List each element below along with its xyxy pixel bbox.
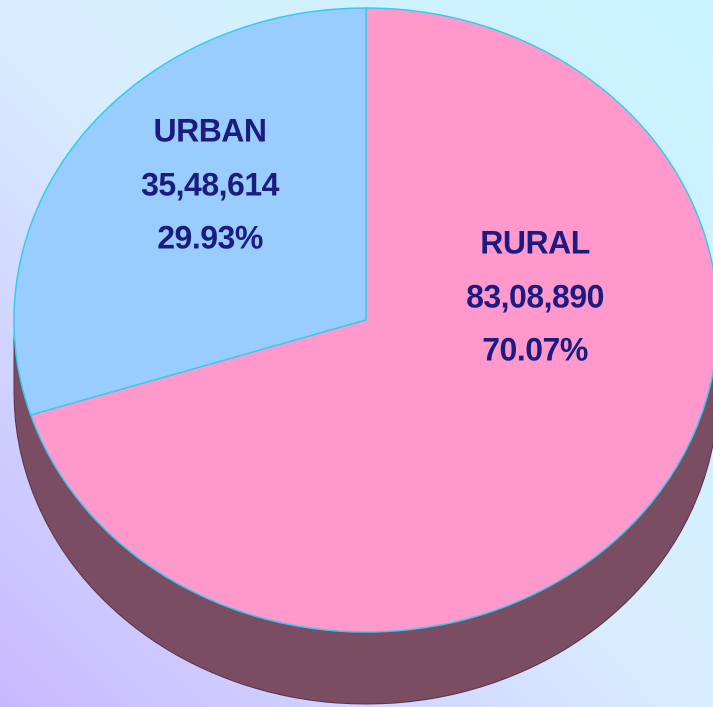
slice-percent: 29.93% bbox=[157, 219, 263, 255]
pie-slice bbox=[29, 7, 713, 633]
slice-value: 35,48,614 bbox=[141, 166, 280, 202]
labels: URBAN 35,48,614 29.93% RURAL 83,08,890 70.07% bbox=[141, 112, 604, 367]
slice-name: RURAL bbox=[480, 224, 589, 260]
pie-top bbox=[13, 7, 713, 633]
slice-percent: 70.07% bbox=[482, 331, 588, 367]
slice-name: URBAN bbox=[153, 112, 266, 148]
pie-slice bbox=[13, 7, 367, 416]
slice-value: 83,08,890 bbox=[466, 278, 604, 314]
